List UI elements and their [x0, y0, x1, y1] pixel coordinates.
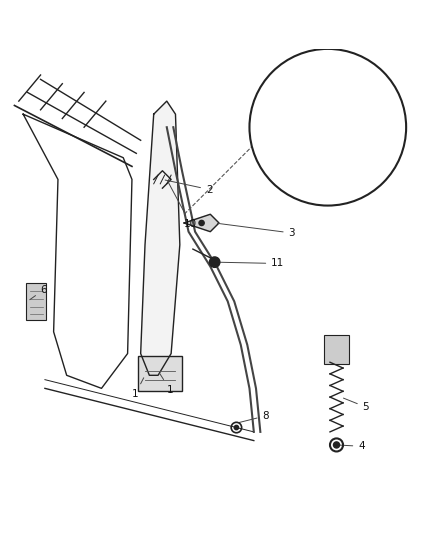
Text: 2: 2	[165, 180, 212, 195]
Circle shape	[209, 257, 220, 268]
Text: 4: 4	[339, 441, 365, 451]
Polygon shape	[141, 101, 180, 375]
Circle shape	[250, 49, 406, 206]
Text: 5: 5	[343, 398, 369, 412]
Text: 10: 10	[168, 182, 197, 229]
Text: 3: 3	[217, 223, 295, 238]
FancyBboxPatch shape	[344, 111, 362, 137]
FancyBboxPatch shape	[26, 282, 46, 320]
Polygon shape	[306, 114, 332, 136]
FancyBboxPatch shape	[138, 356, 182, 391]
Polygon shape	[184, 214, 219, 232]
FancyBboxPatch shape	[324, 335, 349, 364]
Circle shape	[333, 442, 339, 448]
Text: 6: 6	[30, 285, 47, 300]
Text: 11: 11	[217, 259, 284, 269]
Circle shape	[234, 425, 239, 430]
Text: 8: 8	[239, 411, 269, 423]
Text: 7: 7	[354, 125, 371, 138]
Text: 1: 1	[159, 373, 173, 395]
Text: 1: 1	[132, 378, 144, 399]
Circle shape	[199, 220, 204, 225]
